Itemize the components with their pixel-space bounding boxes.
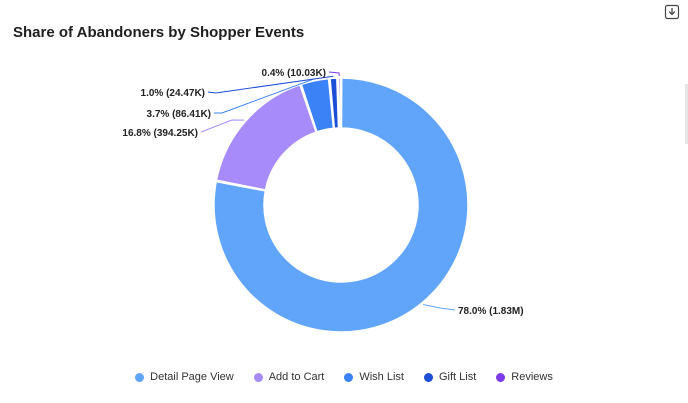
legend-swatch xyxy=(344,372,354,382)
slice-detail-page-view[interactable] xyxy=(213,77,469,333)
data-label: 0.4% (10.03K) xyxy=(262,68,326,79)
data-label: 78.0% (1.83M) xyxy=(458,306,524,317)
legend-swatch xyxy=(135,372,145,382)
leader-line xyxy=(214,78,315,114)
legend-label: Reviews xyxy=(511,371,553,383)
legend-swatch xyxy=(253,372,263,382)
legend-label: Add to Cart xyxy=(268,371,325,383)
leader-line xyxy=(207,75,334,94)
slice-add-to-cart[interactable] xyxy=(215,83,318,191)
download-button[interactable] xyxy=(664,4,680,20)
legend-item-gift-list[interactable]: Gift List xyxy=(423,371,477,383)
legend-label: Wish List xyxy=(359,371,404,383)
slice-reviews[interactable] xyxy=(337,77,342,129)
slice-gift-list[interactable] xyxy=(329,77,340,130)
data-label: 1.0% (24.47K) xyxy=(141,88,205,99)
leader-line xyxy=(328,71,340,77)
slice-wish-list[interactable] xyxy=(300,77,335,133)
leader-line xyxy=(200,119,244,133)
legend-swatch xyxy=(423,372,433,382)
legend-swatch xyxy=(496,372,506,382)
download-icon xyxy=(664,4,680,20)
legend-label: Detail Page View xyxy=(150,371,234,383)
data-label: 3.7% (86.41K) xyxy=(147,109,211,120)
legend-item-reviews[interactable]: Reviews xyxy=(496,371,553,383)
legend-item-add-to-cart[interactable]: Add to Cart xyxy=(253,371,325,383)
chart-title: Share of Abandoners by Shopper Events xyxy=(13,24,305,41)
legend-label: Gift List xyxy=(438,371,477,383)
legend-item-wish-list[interactable]: Wish List xyxy=(344,371,404,383)
legend-item-detail-page-view[interactable]: Detail Page View xyxy=(135,371,234,383)
legend: Detail Page View Add to Cart Wish List Gift… xyxy=(0,371,688,383)
data-label: 16.8% (394.25K) xyxy=(122,128,198,139)
leader-line xyxy=(423,303,456,311)
scroll-edge xyxy=(685,84,688,144)
